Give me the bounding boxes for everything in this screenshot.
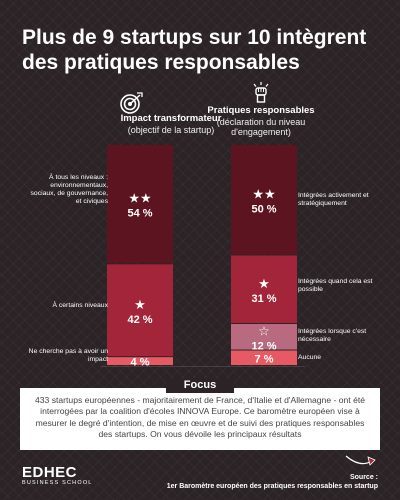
col-subheading-pratiques: (déclaration du niveau d'engagement) [216,116,306,138]
data-label-0-0: 54 % [127,208,152,220]
star-icon-1-2: ☆ [258,324,270,339]
data-label-1-3: 7 % [255,353,274,365]
bar-segment-1-2 [231,324,297,350]
data-label-1-1: 31 % [251,293,276,305]
star-icon-0-0: ★★ [128,192,151,207]
bar-segment-0-0 [107,145,173,264]
source-label: Source : [349,474,378,481]
target-icon [118,92,144,119]
star-icon-1-1: ★ [258,277,270,292]
bar-segment-0-2 [107,357,173,365]
label-pratiques-necessary: Intégrées lorsque c'est nécessaire [298,328,367,344]
page-title: Plus de 9 startups sur 10 intègrent des … [22,26,367,74]
data-label-1-0: 50 % [251,203,276,215]
bar-segment-1-1 [231,255,297,324]
arrow-icon [344,452,380,473]
col-heading-pratiques: Pratiques responsables [207,105,315,116]
label-pratiques-actively: Intégrées activement et stratégiquement [298,192,369,208]
focus-tag: Focus [166,378,234,393]
focus-box [20,388,380,450]
label-impact-some-levels: À certains niveaux [52,302,108,309]
col-head-pratiques: Pratiques responsables (déclaration du n… [206,105,316,138]
col-subheading-impact: (objectif de la startup) [127,124,215,135]
logo-main: EDHEC [22,464,78,481]
source-text: 1er Baromètre européen des pratiques res… [166,482,378,490]
stacked-bar-chart: ★★54 %★42 %4 %★★50 %★31 %☆12 %7 % [100,145,305,369]
logo-sub: BUSINESS SCHOOL [22,480,93,486]
label-impact-none: Ne cherche pas à avoir un impact [28,348,108,364]
bar-segment-1-0 [231,145,297,255]
label-impact-all-levels: À tous les niveaux : environnementaux, s… [30,174,108,206]
raised-fist-icon [251,82,271,109]
data-label-0-2: 4 % [131,357,150,369]
edhec-logo: EDHEC BUSINESS SCHOOL [22,464,93,486]
data-label-1-2: 12 % [251,340,276,352]
bar-segment-0-1 [107,264,173,357]
star-icon-0-1: ★ [134,298,146,313]
data-label-0-1: 42 % [127,314,152,326]
star-icon-1-0: ★★ [252,187,275,202]
label-pratiques-possible: Intégrées quand cela est possible [298,278,373,294]
col-heading-impact: Impact transformateur [120,113,222,124]
focus-text: 433 startups européennes - majoritaireme… [34,395,366,440]
bar-segment-1-3 [231,350,297,365]
source-note: Source : 1er Baromètre européen des prat… [167,474,378,492]
col-head-impact: Impact transformateur (objectif de la st… [106,113,236,135]
label-pratiques-none: Aucune [298,354,322,361]
